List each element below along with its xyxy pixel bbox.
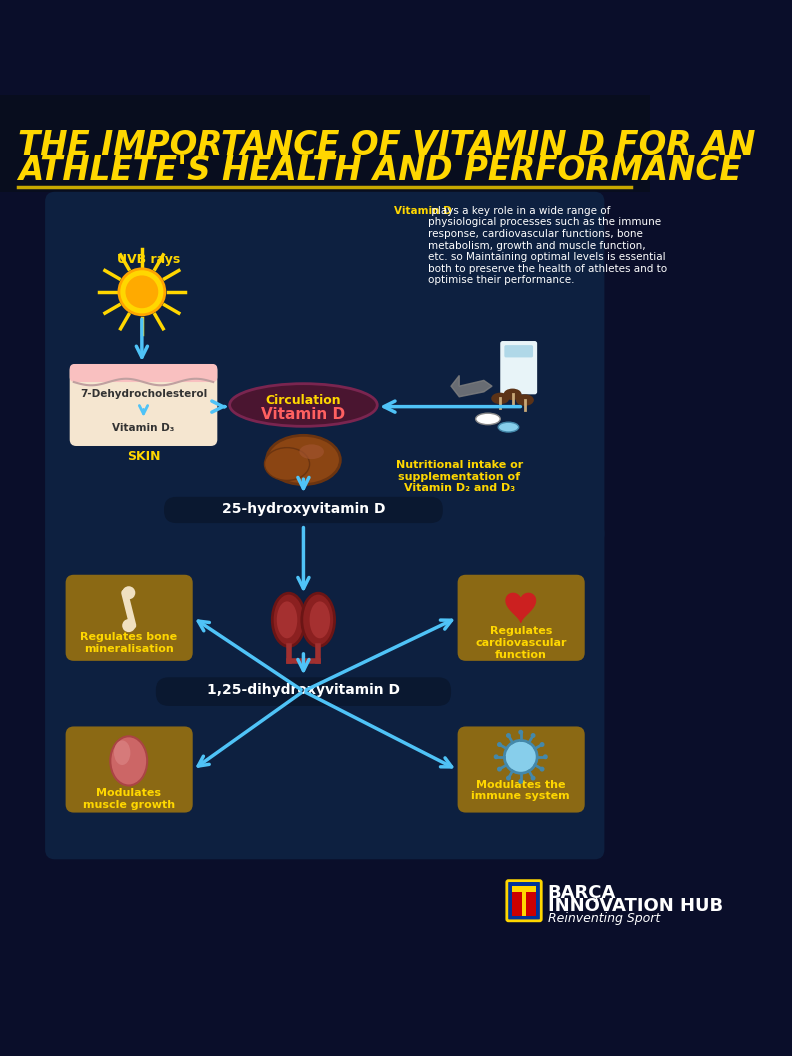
Text: UVB rays: UVB rays [117,253,181,266]
Circle shape [531,776,535,780]
Text: Vitamin D: Vitamin D [261,408,345,422]
Text: ATHLETE'S HEALTH AND PERFORMANCE: ATHLETE'S HEALTH AND PERFORMANCE [18,154,741,187]
Text: Circulation: Circulation [265,394,341,407]
Circle shape [539,742,545,747]
Text: Modulates
muscle growth: Modulates muscle growth [82,788,175,810]
Ellipse shape [302,593,334,646]
Text: Vitamin D: Vitamin D [394,206,451,215]
Ellipse shape [272,593,305,646]
Text: Nutritional intake or
supplementation of
Vitamin D₂ and D₃: Nutritional intake or supplementation of… [396,460,523,493]
Text: Modulates the
immune system: Modulates the immune system [471,779,570,802]
Text: Vitamin D₃: Vitamin D₃ [112,423,175,433]
Ellipse shape [276,602,297,638]
FancyBboxPatch shape [66,727,192,812]
FancyBboxPatch shape [501,341,537,394]
Bar [0,95,649,192]
Circle shape [506,733,511,738]
Ellipse shape [230,383,377,427]
Ellipse shape [504,389,522,400]
FancyBboxPatch shape [458,727,584,812]
Bar [512,886,536,892]
Circle shape [518,730,524,735]
Text: Regulates bone
mineralisation: Regulates bone mineralisation [80,633,177,654]
Text: Reinventing Sport: Reinventing Sport [548,911,660,925]
Polygon shape [506,593,535,622]
Ellipse shape [310,602,330,638]
Polygon shape [451,376,492,397]
Ellipse shape [491,393,509,404]
Text: Regulates
cardiovascular
function: Regulates cardiovascular function [475,626,566,660]
FancyBboxPatch shape [70,364,217,382]
Circle shape [505,740,537,773]
FancyBboxPatch shape [45,523,604,860]
Text: SKIN: SKIN [127,450,160,464]
Circle shape [119,269,165,315]
FancyBboxPatch shape [66,574,192,661]
Circle shape [539,767,545,772]
Ellipse shape [299,445,324,459]
Text: 7-Dehydrocholesterol: 7-Dehydrocholesterol [80,389,208,398]
Ellipse shape [265,448,310,480]
Text: BARÇA: BARÇA [548,884,616,902]
Ellipse shape [476,413,501,425]
Bar [527,886,536,916]
Ellipse shape [110,736,147,786]
Circle shape [497,742,502,747]
Text: THE IMPORTANCE OF VITAMIN D FOR AN: THE IMPORTANCE OF VITAMIN D FOR AN [18,130,756,163]
FancyBboxPatch shape [70,364,217,446]
Ellipse shape [114,740,131,765]
Text: 1,25-dihydroxyvitamin D: 1,25-dihydroxyvitamin D [207,683,400,697]
Ellipse shape [516,394,534,406]
Bar [512,886,522,916]
Ellipse shape [267,435,341,485]
Circle shape [125,276,158,308]
FancyBboxPatch shape [45,192,604,545]
FancyBboxPatch shape [507,881,541,921]
Circle shape [122,586,135,600]
Circle shape [543,754,548,759]
Circle shape [506,776,511,780]
Circle shape [122,619,135,633]
Circle shape [518,779,524,784]
Text: plays a key role in a wide range of
physiological processes such as the immune
r: plays a key role in a wide range of phys… [428,206,667,285]
FancyBboxPatch shape [156,677,451,706]
Circle shape [493,754,499,759]
FancyBboxPatch shape [164,496,443,523]
Bar [522,886,527,916]
Text: 25-hydroxyvitamin D: 25-hydroxyvitamin D [222,502,385,515]
FancyBboxPatch shape [458,574,584,661]
Circle shape [531,733,535,738]
Ellipse shape [498,422,519,432]
Circle shape [497,767,502,772]
FancyBboxPatch shape [505,345,533,357]
Text: INNOVATION HUB: INNOVATION HUB [548,897,723,916]
